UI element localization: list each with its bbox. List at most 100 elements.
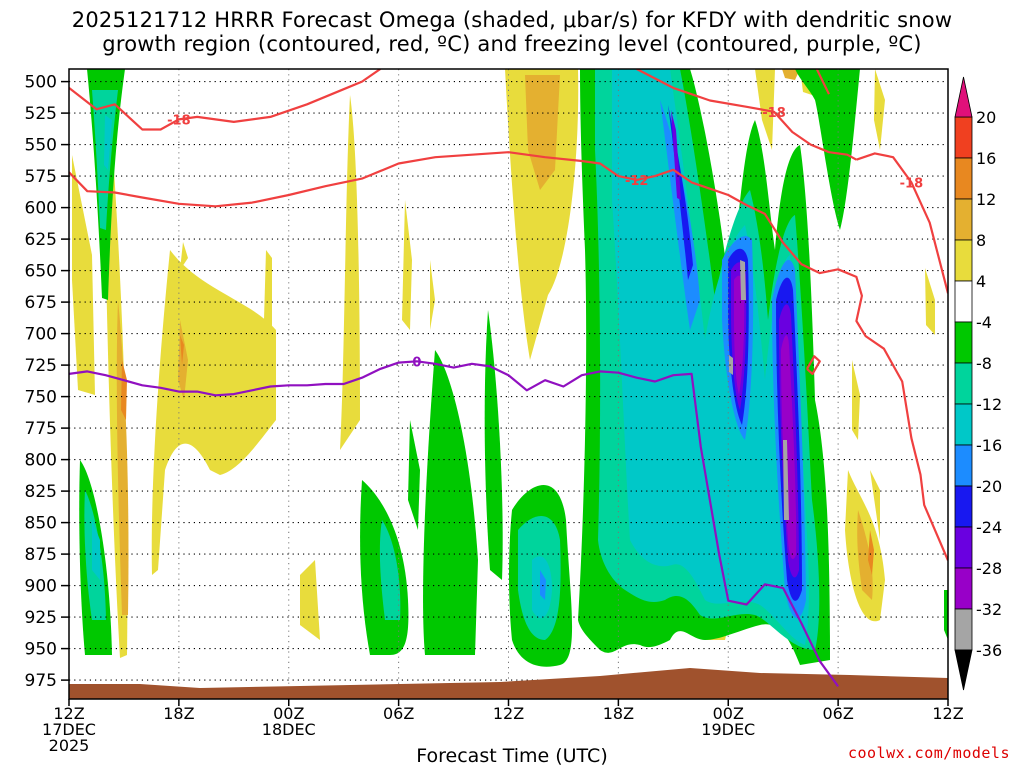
x-tick-label: 18Z [603,704,634,723]
colorbar-bin [954,321,973,364]
colorbar: 20 16 12 8 4 -4 -8 -12 -16 -20 -24 -28 -32 -36 [954,76,1002,691]
omega-region-pos-9 [300,560,320,640]
colorbar-label: 12 [976,190,996,209]
y-tick-label: 775 [25,419,57,439]
colorbar-label: 16 [976,149,996,168]
colorbar-bin [954,239,973,282]
y-tick-label: 575 [25,167,57,187]
colorbar-bin [954,526,973,569]
omega-region-neg12-4 [104,115,112,170]
omega-region-neg-4 [795,69,860,230]
colorbar-bin [954,362,973,405]
colorbar-label: -12 [976,395,1002,414]
chart-title-line-1: 2025121712 HRRR Forecast Omega (shaded, … [71,8,953,32]
omega-region-pos-5 [72,155,95,395]
x-axis-title: Forecast Time (UTC) [416,745,608,767]
y-tick-label: 700 [25,325,57,345]
colorbar-bin [954,608,973,651]
chart-grid [69,69,948,699]
chart-title-line-2: growth region (contoured, red, ºC) and f… [102,32,922,56]
omega-region-pos-2 [151,250,276,575]
x-tick-label: 18Z [163,704,194,723]
omega-region-pos8-5 [857,510,873,600]
omega-region-neg32-2 [729,355,733,375]
omega-region-neg32-1 [740,260,746,300]
colorbar-bin [954,444,973,487]
contour-line [815,69,830,95]
colorbar-bin [954,485,973,528]
colorbar-bin [954,403,973,446]
terrain-ground [69,668,948,699]
omega-region-neg8-5 [379,520,401,620]
omega-region-neg12-3 [92,520,100,580]
y-tick-label: 950 [25,640,57,660]
colorbar-label: -28 [976,559,1002,578]
x-tick-label: 19DEC [701,720,755,739]
x-tick-label: 12Z [932,704,963,723]
colorbar-bin [954,280,973,323]
x-tick-label: 00Z [713,704,744,723]
x-tick-label: 06Z [822,704,853,723]
omega-region-neg28-1 [734,275,745,395]
y-tick-label: 925 [25,608,57,628]
contour-label: 0 [412,355,421,370]
y-tick-label: 800 [25,451,57,471]
colorbar-bin [954,567,973,610]
omega-region-pos-18 [430,260,435,330]
omega-region-pos-6 [340,95,360,450]
y-tick-label: 825 [25,482,57,502]
contour-label: -12 [625,174,649,189]
omega-region-pos12-2 [121,360,127,420]
omega-region-neg16-4 [540,570,546,600]
omega-region-neg-6 [484,310,503,580]
x-tick-label: 18DEC [262,720,316,739]
colorbar-label: -36 [976,641,1002,660]
contour-line [69,360,839,688]
contour-label: -18 [762,106,786,121]
contour-label: -18 [900,176,924,191]
omega-region-neg-9 [408,420,420,530]
y-tick-label: 525 [25,104,57,124]
colorbar-label: -32 [976,600,1002,619]
y-tick-label: 625 [25,230,57,250]
omega-region-pos12-3 [180,335,184,365]
x-tick-label: 00Z [273,704,304,723]
omega-region-pos-13 [870,470,880,540]
colorbar-bottom-arrow [954,649,973,691]
y-tick-label: 600 [25,199,57,219]
omega-region-pos-4 [264,250,272,330]
x-tick-label: 06Z [383,704,414,723]
omega-region-pos8-6 [782,69,800,80]
omega-region-neg24-3 [671,110,681,200]
x-tick-label: 12Z [53,704,84,723]
colorbar-top-arrow [954,76,973,118]
colorbar-label: -8 [976,354,992,373]
colorbar-bin [954,198,973,241]
colorbar-label: 8 [976,231,986,250]
credit-link[interactable]: coolwx.com/models [847,744,1010,762]
colorbar-bin [954,157,973,200]
colorbar-bin [954,116,973,159]
colorbar-label: -16 [976,436,1002,455]
contour-line [69,69,381,131]
colorbar-label: -4 [976,313,992,332]
omega-region-pos-15 [925,268,935,335]
y-tick-label: 750 [25,388,57,408]
y-tick-label: 850 [25,514,57,534]
omega-region-pos-8 [505,69,579,360]
x-tick-label: 17DEC [42,720,96,739]
colorbar-label: 20 [976,108,996,127]
omega-region-pos-14 [874,69,885,150]
y-tick-label: 500 [25,73,57,93]
y-tick-label: 725 [25,356,57,376]
colorbar-label: -24 [976,518,1002,537]
omega-region-pos-7 [402,200,412,330]
colorbar-label: 4 [976,272,986,291]
x-tick-label: 12Z [493,704,524,723]
colorbar-label: -20 [976,477,1002,496]
contour-line [636,69,857,161]
y-tick-label: 675 [25,293,57,313]
contour-line [69,151,948,561]
